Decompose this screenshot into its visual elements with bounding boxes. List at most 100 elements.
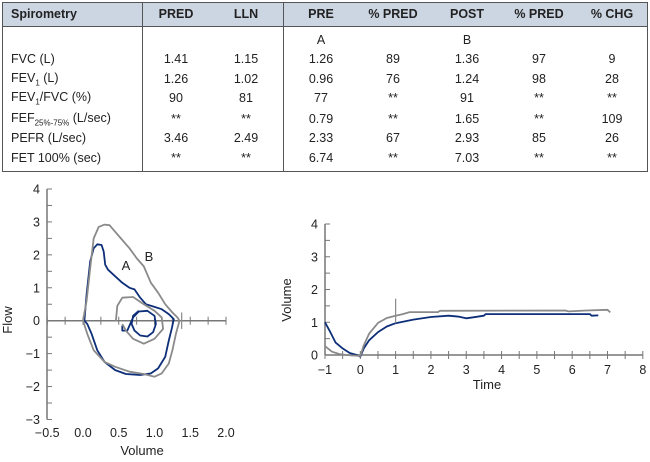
- curve-annotation-a: A: [122, 258, 131, 273]
- table-cell: **: [171, 151, 181, 165]
- row-label: FEV1 (L): [11, 70, 59, 88]
- y-tick-label: 3: [311, 250, 318, 264]
- x-tick-label: 1: [392, 363, 399, 377]
- table-cell: 26: [605, 131, 619, 145]
- table-cell: 2.93: [454, 131, 480, 145]
- header-pred: % PRED: [514, 7, 564, 21]
- series-line-a: [324, 313, 599, 358]
- table-cell: 77: [314, 91, 328, 105]
- x-axis-label: Time: [473, 377, 501, 392]
- header-pred: PRED: [158, 7, 194, 21]
- table-cell: 28: [605, 72, 619, 86]
- y-tick-label: 3: [33, 215, 40, 229]
- y-axis-label: Flow: [0, 306, 15, 334]
- x-tick-label: 0: [357, 363, 364, 377]
- table-cell: 1.24: [454, 72, 480, 86]
- x-tick-label: 4: [498, 363, 505, 377]
- table-cell: **: [534, 91, 544, 105]
- header-post: POST: [449, 7, 485, 21]
- table-cell: 1.65: [454, 112, 480, 126]
- row-label: FVC (L): [11, 52, 55, 66]
- table-cell: 1.36: [454, 52, 480, 66]
- y-tick-label: 0: [33, 314, 40, 328]
- table-cell: 0.79: [308, 112, 334, 126]
- table-cell: 9: [608, 52, 616, 66]
- table-cell: 1.26: [308, 52, 334, 66]
- y-tick-label: −1: [26, 347, 40, 361]
- y-tick-label: 4: [33, 183, 40, 197]
- table-cell: 1.02: [233, 72, 259, 86]
- x-tick-label: 0.0: [74, 426, 91, 440]
- x-tick-label: 0.5: [110, 426, 127, 440]
- subscript: 1: [35, 78, 40, 88]
- y-tick-label: 4: [311, 218, 318, 232]
- series-line-a-tidal: [121, 309, 157, 338]
- table-cell: **: [171, 112, 181, 126]
- x-tick-label: 5: [533, 363, 540, 377]
- header-chg: % CHG: [590, 7, 634, 21]
- table-cell: 89: [386, 52, 400, 66]
- row-label: FEF25%-75% (L/sec): [11, 110, 111, 128]
- column-divider: [142, 3, 143, 171]
- row-label: FET 100% (sec): [11, 151, 102, 165]
- row-label: PEFR (L/sec): [11, 131, 87, 145]
- row-label: FEV1/FVC (%): [11, 89, 92, 107]
- table-cell: **: [388, 91, 398, 105]
- spirometry-table: Spirometry PRED LLN PRE % PRED POST % PRED % CH…: [2, 2, 648, 172]
- table-cell: 67: [386, 131, 400, 145]
- table-cell: 2.49: [233, 131, 259, 145]
- table-cell: 7.03: [454, 151, 480, 165]
- table-cell: **: [388, 151, 398, 165]
- x-tick-label: 1.5: [182, 426, 199, 440]
- table-cell: 97: [532, 52, 546, 66]
- table-cell: 109: [601, 112, 623, 126]
- header-spirometry: Spirometry: [11, 7, 77, 21]
- table-cell: 2.33: [308, 131, 334, 145]
- column-divider: [283, 3, 284, 171]
- table-cell: **: [534, 112, 544, 126]
- x-tick-label: 7: [604, 363, 611, 377]
- table-cell: 76: [386, 72, 400, 86]
- y-tick-label: −2: [26, 380, 40, 394]
- series-line-b: [324, 308, 611, 357]
- table-cell: 98: [532, 72, 546, 86]
- header-pred: % PRED: [368, 7, 418, 21]
- x-tick-label: 1.0: [146, 426, 163, 440]
- curve-label-post: B: [462, 33, 472, 47]
- table-cell: **: [534, 151, 544, 165]
- header-pre: PRE: [308, 7, 334, 21]
- table-cell: 85: [532, 131, 546, 145]
- y-tick-label: 1: [311, 316, 318, 330]
- table-cell: 0.96: [308, 72, 334, 86]
- curve-label-pre: A: [316, 33, 326, 47]
- table-cell: 91: [460, 91, 474, 105]
- curve-annotation-b: B: [145, 249, 154, 264]
- header-lln: LLN: [233, 7, 259, 21]
- table-cell: 90: [169, 91, 183, 105]
- subscript: 1: [35, 97, 40, 107]
- table-header: [3, 3, 647, 27]
- x-axis-label: Volume: [120, 443, 163, 458]
- table-cell: 1.15: [233, 52, 259, 66]
- y-tick-label: 2: [311, 283, 318, 297]
- x-tick-label: 8: [639, 363, 646, 377]
- x-tick-label: 3: [463, 363, 470, 377]
- table-cell: 1.26: [163, 72, 189, 86]
- y-tick-label: 0: [311, 349, 318, 363]
- x-tick-label: −1: [318, 363, 332, 377]
- series-line-b-tidal: [115, 296, 164, 345]
- subscript: 25%-75%: [34, 118, 70, 128]
- table-cell: 1.41: [163, 52, 189, 66]
- table-cell: **: [607, 91, 617, 105]
- y-axis-label: Volume: [279, 278, 294, 321]
- table-cell: 6.74: [308, 151, 334, 165]
- y-tick-label: 1: [33, 281, 40, 295]
- table-cell: **: [388, 112, 398, 126]
- x-tick-label: −0.5: [35, 426, 60, 440]
- table-cell: **: [241, 151, 251, 165]
- y-tick-label: −3: [26, 413, 40, 427]
- x-tick-label: 2.0: [217, 426, 234, 440]
- x-tick-label: 6: [569, 363, 576, 377]
- table-cell: **: [241, 112, 251, 126]
